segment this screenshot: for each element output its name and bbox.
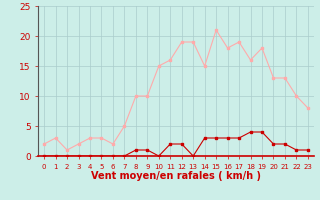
X-axis label: Vent moyen/en rafales ( km/h ): Vent moyen/en rafales ( km/h )	[91, 171, 261, 181]
